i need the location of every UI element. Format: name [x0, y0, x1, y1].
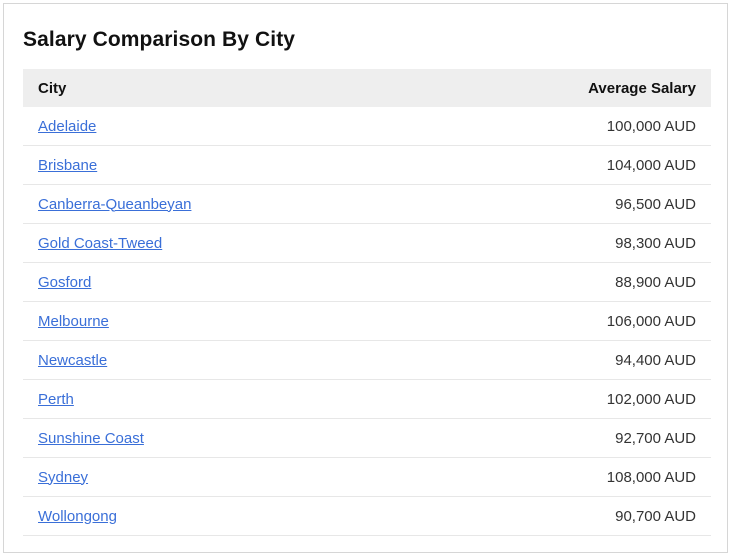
city-link-perth[interactable]: Perth [38, 390, 74, 408]
salary-value: 100,000 AUD [606, 117, 696, 135]
salary-value: 102,000 AUD [606, 390, 696, 408]
table-row: Adelaide 100,000 AUD [23, 107, 711, 146]
table-row: Sunshine Coast 92,700 AUD [23, 419, 711, 458]
salary-value: 88,900 AUD [615, 273, 696, 291]
table-row: Brisbane 104,000 AUD [23, 146, 711, 185]
table-row: Gold Coast-Tweed 98,300 AUD [23, 224, 711, 263]
table-row: Perth 102,000 AUD [23, 380, 711, 419]
salary-value: 104,000 AUD [606, 156, 696, 174]
city-link-gold-coast-tweed[interactable]: Gold Coast-Tweed [38, 234, 163, 252]
city-link-canberra-queanbeyan[interactable]: Canberra-Queanbeyan [38, 195, 192, 213]
city-link-sydney[interactable]: Sydney [38, 468, 89, 486]
table-row: Wollongong 90,700 AUD [23, 497, 711, 536]
salary-value: 90,700 AUD [615, 507, 696, 525]
table-row: Newcastle 94,400 AUD [23, 341, 711, 380]
table-row: Gosford 88,900 AUD [23, 263, 711, 302]
table-row: Melbourne 106,000 AUD [23, 302, 711, 341]
table-row: Sydney 108,000 AUD [23, 458, 711, 497]
salary-value: 92,700 AUD [615, 429, 696, 447]
salary-card: Salary Comparison By City City Average S… [3, 3, 728, 553]
city-link-gosford[interactable]: Gosford [38, 273, 92, 291]
salary-table: City Average Salary Adelaide 100,000 AUD… [23, 69, 711, 536]
header-average-salary: Average Salary [588, 79, 696, 97]
salary-value: 108,000 AUD [606, 468, 696, 486]
city-link-melbourne[interactable]: Melbourne [38, 312, 109, 330]
salary-value: 98,300 AUD [615, 234, 696, 252]
table-row: Canberra-Queanbeyan 96,500 AUD [23, 185, 711, 224]
page-title: Salary Comparison By City [23, 28, 296, 51]
city-link-newcastle[interactable]: Newcastle [38, 351, 108, 369]
table-header: City Average Salary [23, 69, 711, 107]
header-city: City [38, 79, 67, 97]
city-link-wollongong[interactable]: Wollongong [38, 507, 117, 525]
salary-value: 94,400 AUD [615, 351, 696, 369]
salary-value: 96,500 AUD [615, 195, 696, 213]
city-link-adelaide[interactable]: Adelaide [38, 117, 97, 135]
city-link-sunshine-coast[interactable]: Sunshine Coast [38, 429, 144, 447]
salary-value: 106,000 AUD [606, 312, 696, 330]
city-link-brisbane[interactable]: Brisbane [38, 156, 98, 174]
